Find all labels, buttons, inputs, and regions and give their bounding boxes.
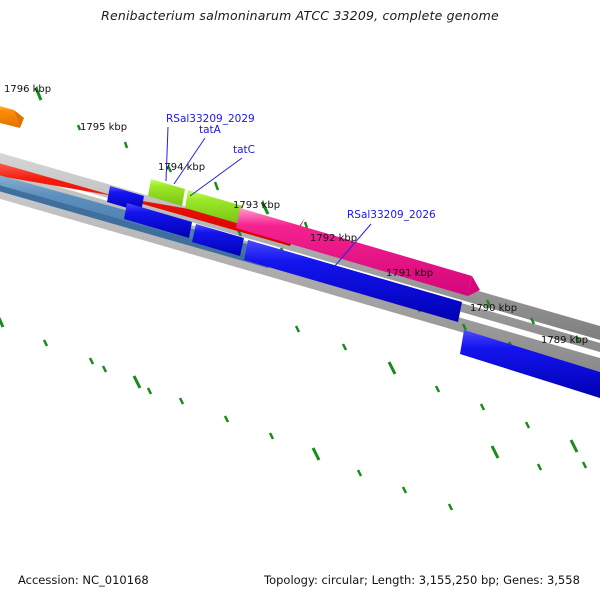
page-title: Renibacterium salmoninarum ATCC 33209, c… <box>101 8 499 23</box>
gene-label-leaders <box>165 126 372 268</box>
gene-label-leader-line <box>189 157 243 197</box>
topology-text: Topology: circular; Length: 3,155,250 bp… <box>264 573 580 587</box>
scale-tick-label: 1789 kbp <box>541 335 588 346</box>
gc-tick-row-scatter <box>0 325 579 453</box>
scale-tick-label: 1796 kbp <box>4 84 51 95</box>
scale-tick-label: 1794 kbp <box>158 162 205 173</box>
feature-blue-arrow-right[interactable] <box>0 185 600 398</box>
scale-tick-label: 1791 kbp <box>386 268 433 279</box>
feature-blue-gene-2[interactable] <box>124 203 192 238</box>
feature-orange-arrow[interactable] <box>0 104 24 128</box>
gene-label-tata[interactable]: tatA <box>199 124 222 136</box>
scale-tick-label: 1795 kbp <box>80 122 127 133</box>
feature-tatA-bar[interactable] <box>148 179 185 206</box>
scale-tick-labels: 1796 kbp 1795 kbp 1794 kbp 1793 kbp 1792 kbp… <box>4 84 588 346</box>
gene-label-rsal33209-2026[interactable]: RSal33209_2026 <box>347 209 436 221</box>
gene-label-tatc[interactable]: tatC <box>233 144 255 156</box>
gene-label-leader-line <box>333 223 372 268</box>
gene-label-leader-line <box>173 137 206 185</box>
gc-tick-row-lower <box>0 316 588 511</box>
feature-magenta-bar[interactable] <box>236 208 480 296</box>
scale-tick-label: 1792 kbp <box>310 233 357 244</box>
feature-blue-right[interactable] <box>87 194 462 322</box>
gene-label-leader-line <box>165 126 169 182</box>
feature-blue-long[interactable] <box>192 224 244 256</box>
gene-label-rsal33209-2029[interactable]: RSal33209_2029 <box>166 113 255 125</box>
accession-text: Accession: NC_010168 <box>18 573 149 587</box>
scale-tick-label: 1790 kbp <box>470 303 517 314</box>
scale-tick-label: 1793 kbp <box>233 200 280 211</box>
feature-tatC-bar[interactable] <box>185 190 243 224</box>
